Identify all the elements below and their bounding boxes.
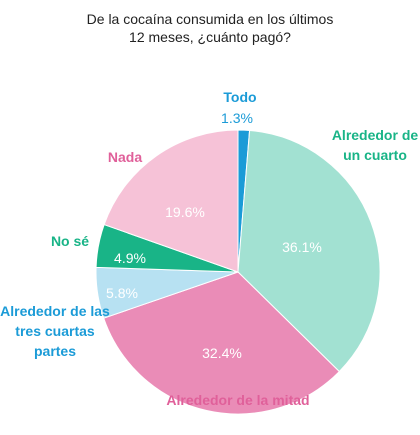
chart-title: 12 meses, ¿cuánto pagó? xyxy=(129,29,291,45)
pie-slice xyxy=(103,271,340,415)
category-label: Alrededor de un cuarto xyxy=(331,127,419,163)
value-label: 19.6% xyxy=(165,204,205,220)
category-label: No sé xyxy=(50,233,90,249)
category-label: Nada xyxy=(107,149,143,165)
value-label: 36.1% xyxy=(282,239,322,255)
pie-slice xyxy=(103,129,239,273)
category-label: Alrededor de la mitad xyxy=(166,392,310,408)
value-label: 5.8% xyxy=(106,285,138,301)
chart-title: De la cocaína consumida en los últimos xyxy=(86,11,334,27)
category-label: Todo xyxy=(223,89,257,105)
category-label: Alrededor de las tres cuartas partes xyxy=(0,303,110,359)
pie-slice xyxy=(237,129,381,373)
value-label: 1.3% xyxy=(221,110,253,126)
value-label: 32.4% xyxy=(202,345,242,361)
value-label: 4.9% xyxy=(114,250,146,266)
